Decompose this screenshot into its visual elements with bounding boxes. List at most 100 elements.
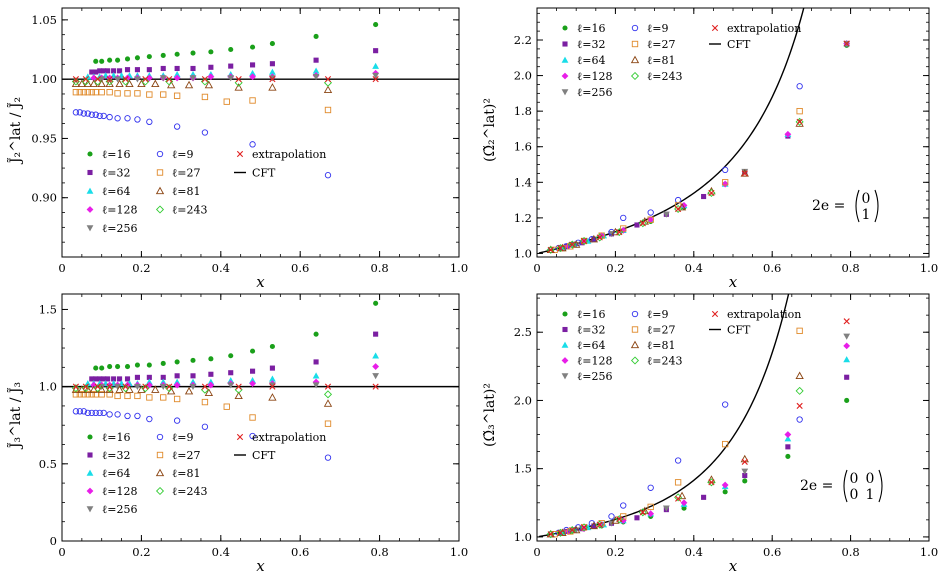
plot-frame [61,7,460,258]
data-point [190,357,196,363]
data-point [121,384,130,393]
data-point [97,79,106,88]
data-point [207,381,215,389]
y-tick-label: 2.0 [514,393,532,407]
x-axis-label: x [729,557,738,574]
data-point [105,376,111,382]
legend-label: ℓ=243 [647,70,682,83]
legend-swatch [631,40,639,48]
legend-label: ℓ=243 [172,485,207,498]
data-point [159,378,167,385]
legend-swatch [561,89,569,96]
data-point [580,524,588,531]
data-point [564,242,572,250]
data-point [99,365,105,371]
data-point [595,520,604,529]
data-point [114,76,121,83]
data-point [204,80,214,89]
data-point [134,374,140,380]
data-point [580,236,589,246]
data-point [595,233,604,242]
data-point [146,394,153,401]
data-point [72,76,80,83]
data-point [569,241,576,248]
legend-label: ℓ=64 [102,185,130,198]
data-point [97,376,103,382]
data-point [557,244,564,252]
legend: ℓ=16 ℓ=32 ℓ=64 ℓ=128 ℓ=256 ℓ=9 ℓ=27 ℓ=81 ℓ=243 ex… [561,308,801,383]
series-extrapolation [547,318,850,538]
data-point [76,408,84,415]
data-point [547,531,554,538]
data-point [796,402,803,410]
legend-label: ℓ=256 [102,222,137,235]
data-point [234,78,243,87]
data-point [557,529,564,536]
legend-swatch [86,206,94,213]
legend-label: ℓ=256 [577,370,612,383]
data-point [94,76,101,83]
data-point [721,166,729,174]
series-extrapolation [547,40,850,253]
y-axis-label: J̃₂^lat / J̃₂ [6,97,24,165]
legend-label: ℓ=16 [577,308,605,321]
legend-swatch [156,169,164,176]
data-point [546,529,555,538]
legend-label: ℓ=27 [647,38,675,51]
data-point [662,211,670,218]
annotation-text: 2e = [800,478,833,494]
data-point [662,505,670,512]
data-point [580,237,588,245]
data-point [88,409,95,417]
data-point [620,225,627,232]
data-point [647,216,655,224]
data-point [89,376,95,382]
data-point [96,112,103,120]
data-point [101,376,107,382]
data-point [115,364,121,370]
legend-swatch [630,71,640,81]
data-point [323,85,333,93]
x-tick-label: 1.0 [450,545,468,559]
legend-swatch [630,356,640,365]
legend-swatch [155,468,165,477]
legend-swatch [156,451,164,459]
data-point [98,89,105,96]
legend-label: ℓ=81 [172,467,200,480]
data-point [107,57,113,63]
data-point [208,49,214,55]
matrix-entry: 0 [866,471,875,487]
series-ℓ=27 [551,107,803,254]
data-point [647,209,654,216]
data-point [596,234,603,241]
legend-label: ℓ=16 [102,148,130,161]
data-point [204,388,214,396]
data-point [572,525,581,534]
legend-label: ℓ=9 [647,308,668,321]
series-ℓ=27 [72,391,332,427]
legend-swatch [711,24,719,32]
data-point [92,391,99,398]
legend-swatch [155,486,165,496]
data-point [93,77,102,86]
data-point [124,376,131,382]
annotation-text: 2e = [812,198,845,214]
data-point [90,74,98,82]
data-point [81,384,90,393]
data-point [234,83,243,91]
x-tick-label: 0.6 [763,261,781,275]
data-point [638,219,647,228]
data-point [373,48,379,54]
data-point [146,54,152,60]
data-point [721,481,729,489]
data-point [134,412,141,420]
data-point [796,118,803,125]
legend-label: ℓ=256 [102,503,137,516]
data-point [134,392,141,400]
legend-swatch [156,433,164,441]
data-point [323,390,333,399]
data-point [372,383,379,390]
legend-label: ℓ=243 [647,355,682,368]
data-point [249,432,256,440]
data-point [249,141,256,148]
